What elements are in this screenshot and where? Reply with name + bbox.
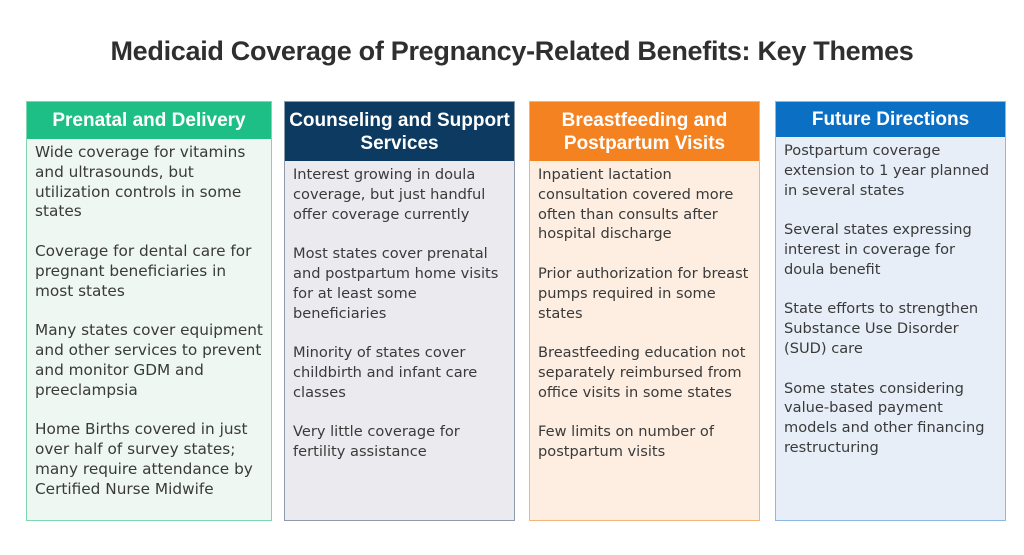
list-item: State efforts to strengthen Substance Us… xyxy=(784,300,979,357)
page-title: Medicaid Coverage of Pregnancy-Related B… xyxy=(110,36,914,66)
column-header: Prenatal and Delivery xyxy=(27,102,271,139)
column-prenatal-delivery: Prenatal and Delivery Wide coverage for … xyxy=(26,101,272,521)
list-item: Prior authorization for breast pumps req… xyxy=(538,264,749,322)
list-item: Postpartum coverage extension to 1 year … xyxy=(784,142,990,199)
list-item: Many states cover equipment and other se… xyxy=(35,321,263,399)
list-item: Most states cover prenatal and postpartu… xyxy=(293,245,499,322)
column-header: Breastfeeding and Postpartum Visits xyxy=(530,102,759,161)
column-counseling-support: Counseling and Support Services Interest… xyxy=(284,101,515,521)
list-item: Inpatient lactation consultation covered… xyxy=(538,166,734,243)
list-item: Minority of states cover childbirth and … xyxy=(293,344,478,401)
list-item: Breastfeeding education not separately r… xyxy=(538,344,746,401)
list-item: Interest growing in doula coverage, but … xyxy=(293,166,486,223)
list-item: Home Births covered in just over half of… xyxy=(35,420,253,498)
column-header: Counseling and Support Services xyxy=(285,102,514,161)
list-item: Coverage for dental care for pregnant be… xyxy=(35,241,252,300)
column-breastfeeding-postpartum: Breastfeeding and Postpartum Visits Inpa… xyxy=(529,101,760,521)
list-item: Very little coverage for fertility assis… xyxy=(293,423,460,461)
column-header: Future Directions xyxy=(776,102,1005,137)
column-future-directions: Future Directions Postpartum coverage ex… xyxy=(775,101,1006,521)
list-item: Few limits on number of postpartum visit… xyxy=(538,423,714,461)
list-item: Some states considering value-based paym… xyxy=(784,379,985,456)
list-item: Several states expressing interest in co… xyxy=(784,221,972,278)
list-item: Wide coverage for vitamins and ultrasoun… xyxy=(35,143,246,221)
